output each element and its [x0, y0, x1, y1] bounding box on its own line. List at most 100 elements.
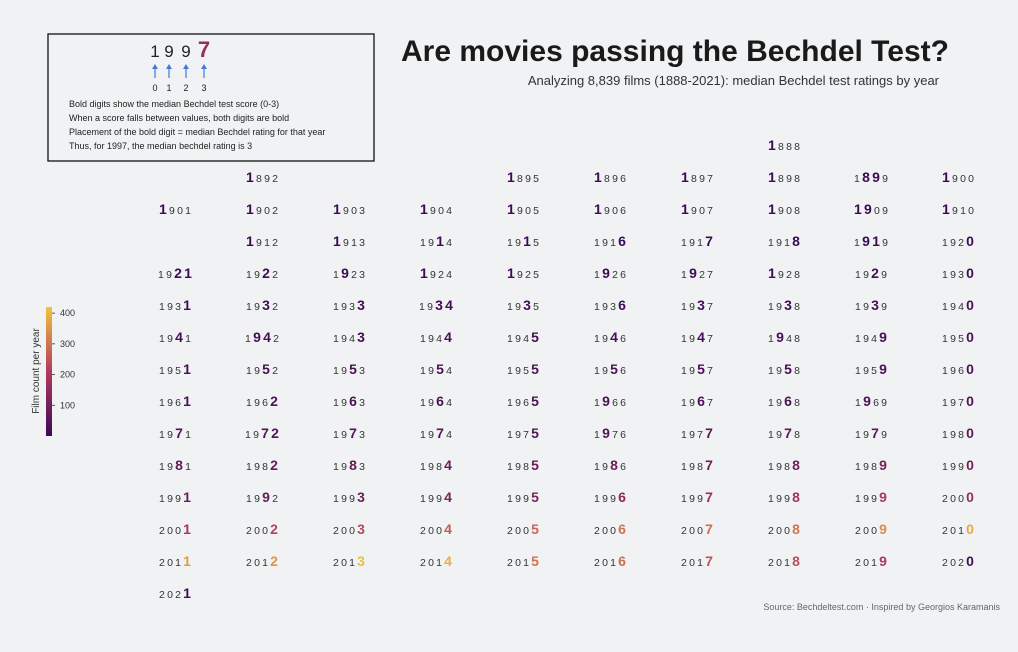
year-digit: 8	[958, 429, 964, 441]
year-digit: 6	[262, 397, 268, 409]
year-digit: 5	[533, 301, 539, 313]
year-digit: 0	[697, 525, 703, 537]
year-digit: 1	[854, 237, 860, 249]
year-digit: 9	[776, 429, 782, 441]
year-digit: 1	[942, 397, 948, 409]
year-digit: 1	[159, 301, 165, 313]
year-digit: 2	[270, 553, 278, 569]
year-digit: 1	[855, 269, 861, 281]
year-digit: 1	[594, 237, 600, 249]
legend-tick-label: 400	[60, 308, 75, 318]
year-digit: 1	[942, 269, 948, 281]
year-digit: 9	[786, 173, 792, 185]
year-digit: 7	[707, 173, 713, 185]
year-digit: 2	[420, 525, 426, 537]
year-digit: 2	[871, 265, 879, 281]
year-digit: 9	[776, 493, 782, 505]
year-digit: 3	[357, 329, 365, 345]
year-digit: 3	[262, 297, 270, 313]
year-digit: 9	[879, 521, 887, 537]
year-digit: 9	[515, 461, 521, 473]
year-digit: 3	[357, 553, 365, 569]
year-digit: 0	[776, 525, 782, 537]
year-digit: 9	[523, 493, 529, 505]
year-digit: 2	[507, 557, 513, 569]
year-digit: 1	[507, 365, 513, 377]
year-digit: 1	[523, 557, 529, 569]
year-digit: 6	[958, 365, 964, 377]
year-digit: 9	[602, 333, 608, 345]
year-digit: 4	[446, 205, 452, 217]
year-digit: 7	[349, 425, 357, 441]
year-digit: 9	[881, 301, 887, 313]
year-digit: 9	[879, 329, 887, 345]
year-digit: 9	[689, 429, 695, 441]
year-digit: 0	[966, 425, 974, 441]
year-digit: 0	[966, 553, 974, 569]
year-digit: 7	[707, 333, 713, 345]
year-digit: 1	[872, 233, 880, 249]
year-digit: 9	[879, 553, 887, 569]
year-digit: 7	[705, 489, 713, 505]
explainer-arrowhead	[152, 64, 158, 69]
year-digit: 2	[246, 557, 252, 569]
year-digit: 1	[183, 393, 191, 409]
year-digit: 2	[272, 205, 278, 217]
year-digit: 9	[515, 493, 521, 505]
year-digit: 1	[184, 265, 192, 281]
year-digit: 9	[343, 205, 349, 217]
year-digit: 2	[942, 557, 948, 569]
year-digit: 1	[420, 201, 428, 217]
year-digit: 0	[863, 525, 869, 537]
year-digit: 4	[263, 329, 271, 345]
year-digit: 0	[871, 525, 877, 537]
year-digit: 1	[183, 553, 191, 569]
year-digit: 7	[707, 365, 713, 377]
year-digit: 9	[254, 365, 260, 377]
year-digit: 1	[185, 205, 191, 217]
year-digit: 9	[167, 493, 173, 505]
year-digit: 2	[612, 269, 618, 281]
year-digit: 9	[778, 269, 784, 281]
year-digit: 9	[341, 461, 347, 473]
year-digit: 9	[167, 429, 173, 441]
year-digit: 9	[428, 365, 434, 377]
year-digit: 2	[768, 525, 774, 537]
year-digit: 8	[778, 173, 784, 185]
year-digit: 3	[784, 297, 792, 313]
year-digit: 6	[523, 397, 529, 409]
year-digit: 9	[872, 169, 880, 185]
year-digit: 6	[175, 397, 181, 409]
year-digit: 9	[515, 301, 521, 313]
year-digit: 5	[533, 173, 539, 185]
year-digit: 6	[620, 333, 626, 345]
year-digit: 9	[602, 461, 608, 473]
year-digit: 7	[705, 425, 713, 441]
year-digit: 1	[507, 397, 513, 409]
